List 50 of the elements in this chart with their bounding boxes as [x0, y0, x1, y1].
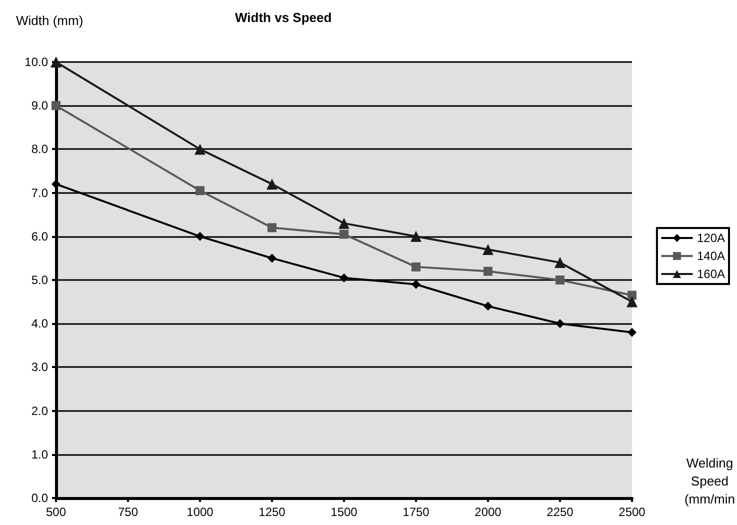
- point: [482, 244, 494, 255]
- point: [196, 186, 204, 196]
- y-tick-label: 10.0: [24, 55, 48, 69]
- point: [554, 257, 566, 268]
- legend-label: 160A: [696, 267, 726, 281]
- y-tick-label: 4.0: [31, 316, 48, 331]
- x-tick-label: 2250: [546, 505, 574, 519]
- y-tick-label: 0.0: [31, 491, 48, 505]
- point: [340, 230, 348, 239]
- point: [196, 232, 204, 241]
- point: [194, 144, 206, 155]
- point: [266, 178, 278, 190]
- point: [52, 101, 60, 110]
- point: [50, 56, 62, 68]
- legend-label: 140A: [696, 249, 726, 263]
- y-tick-label: 5.0: [31, 273, 48, 287]
- x-tick-label: 1750: [402, 505, 430, 519]
- x-tick-label: 1500: [330, 505, 358, 519]
- legend-label: 120A: [696, 231, 726, 245]
- x-tick-label: 1000: [186, 505, 214, 519]
- x-tick-label: 2000: [474, 505, 502, 519]
- point: [628, 290, 636, 300]
- point: [268, 223, 276, 232]
- point: [338, 218, 350, 229]
- x-tick-label: 2500: [618, 505, 646, 519]
- point: [412, 262, 420, 272]
- point: [626, 296, 638, 308]
- y-tick-label: 6.0: [31, 229, 48, 244]
- point: [556, 276, 564, 284]
- y-tick-label: 1.0: [31, 447, 48, 462]
- x-tick-label: 750: [118, 505, 138, 519]
- y-tick-label: 7.0: [31, 186, 48, 200]
- y-tick-label: 8.0: [31, 142, 48, 156]
- y-tick-label: 3.0: [31, 360, 48, 374]
- x-axis-title: Welding Speed (mm/min: [684, 456, 735, 506]
- point: [268, 254, 276, 263]
- point: [628, 328, 636, 337]
- x-tick-label: 1250: [258, 505, 286, 519]
- x-tick-label: 500: [46, 505, 66, 519]
- chart-title: Width vs Speed: [235, 10, 332, 25]
- point: [410, 230, 422, 242]
- point: [52, 180, 60, 189]
- y-tick-label: 2.0: [31, 404, 48, 418]
- point: [340, 273, 348, 282]
- point: [556, 319, 564, 328]
- point: [484, 266, 492, 276]
- point: [484, 302, 492, 311]
- y-tick-label: 9.0: [31, 98, 48, 113]
- y-axis-title: Width (mm): [16, 13, 84, 28]
- point: [412, 280, 420, 289]
